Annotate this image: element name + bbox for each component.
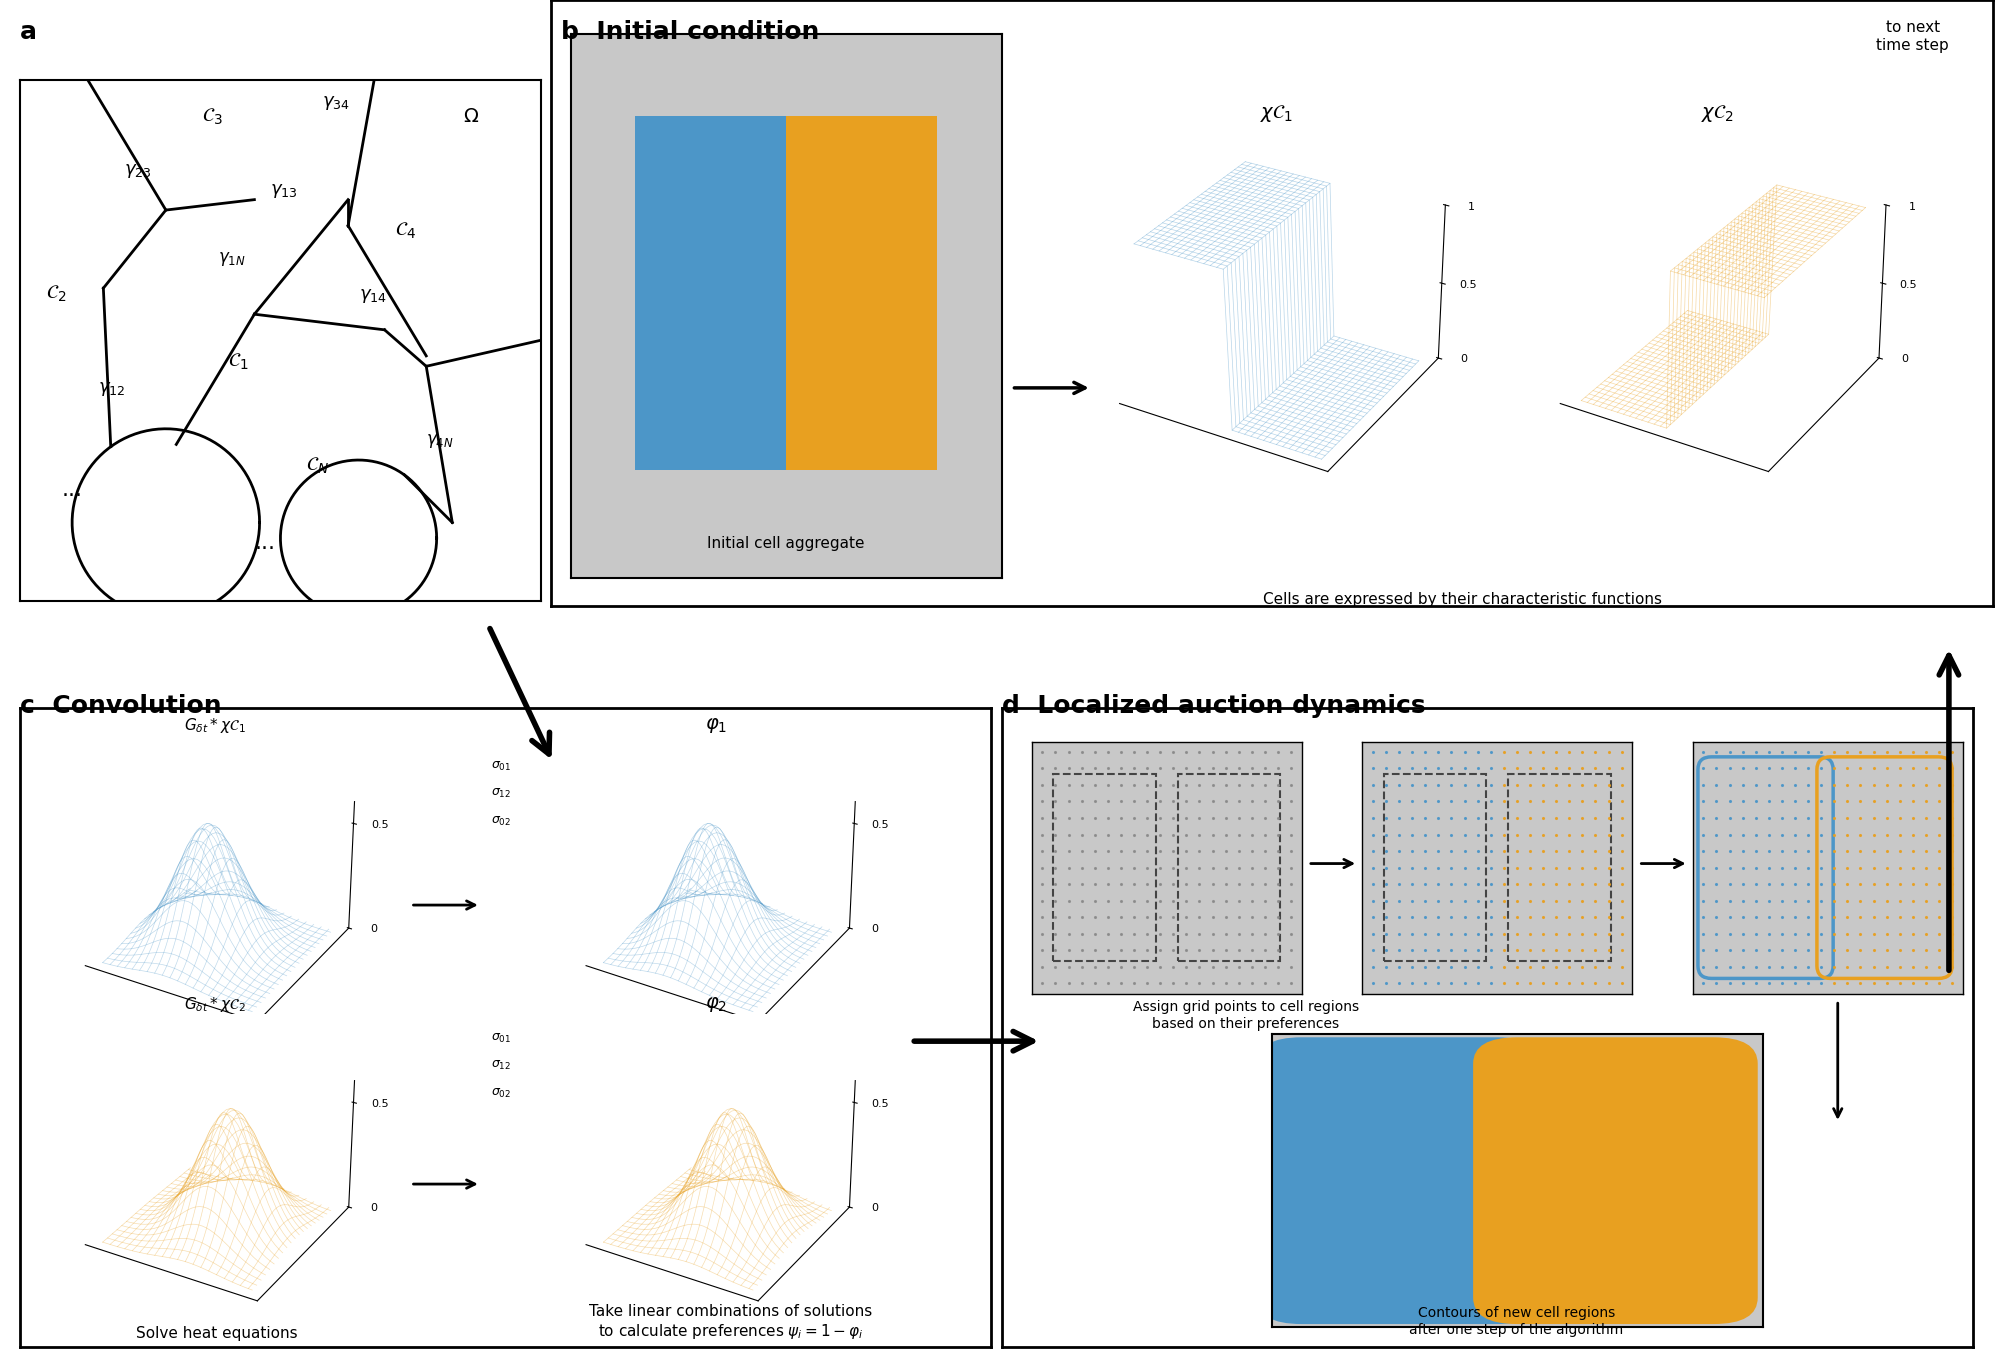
Text: Cells are expressed by their characteristic functions: Cells are expressed by their characteris… bbox=[1262, 592, 1662, 607]
Text: $\mathcal{C}_3$: $\mathcal{C}_3$ bbox=[202, 106, 222, 127]
Text: Assign grid points to cell regions
based on their preferences: Assign grid points to cell regions based… bbox=[1134, 1000, 1358, 1030]
Text: $\sigma_{01}$: $\sigma_{01}$ bbox=[491, 759, 511, 773]
Text: d  Localized auction dynamics: d Localized auction dynamics bbox=[1002, 694, 1424, 719]
Text: c  Convolution: c Convolution bbox=[20, 694, 222, 719]
Title: $\varphi_2$: $\varphi_2$ bbox=[705, 995, 727, 1014]
Text: $\sigma_{02}$: $\sigma_{02}$ bbox=[491, 1086, 511, 1100]
Text: a: a bbox=[20, 20, 36, 45]
Text: $\mathcal{C}_N$: $\mathcal{C}_N$ bbox=[306, 456, 330, 476]
Title: $G_{\delta t} * \chi\mathcal{C}_2$: $G_{\delta t} * \chi\mathcal{C}_2$ bbox=[184, 995, 246, 1014]
Bar bbox=[1054, 774, 1156, 961]
Title: $G_{\delta t} * \chi\mathcal{C}_1$: $G_{\delta t} * \chi\mathcal{C}_1$ bbox=[184, 716, 246, 735]
Text: $\mathcal{C}_1$: $\mathcal{C}_1$ bbox=[228, 351, 248, 372]
Text: Contours of new cell regions
after one step of the algorithm: Contours of new cell regions after one s… bbox=[1410, 1307, 1622, 1337]
Bar bbox=[1178, 774, 1280, 961]
Title: $\varphi_1$: $\varphi_1$ bbox=[705, 716, 727, 735]
Bar bbox=[785, 116, 937, 470]
Text: $\mathcal{C}_2$: $\mathcal{C}_2$ bbox=[46, 283, 66, 304]
Text: $\gamma_{34}$: $\gamma_{34}$ bbox=[322, 94, 351, 112]
Text: ...: ... bbox=[62, 480, 82, 501]
Text: $\gamma_{4N}$: $\gamma_{4N}$ bbox=[427, 433, 455, 450]
Bar bbox=[1508, 774, 1610, 961]
FancyBboxPatch shape bbox=[1472, 1037, 1759, 1324]
Text: Solve heat equations: Solve heat equations bbox=[136, 1326, 296, 1341]
Text: Initial cell aggregate: Initial cell aggregate bbox=[707, 536, 865, 551]
Title: $\chi\mathcal{C}_1$: $\chi\mathcal{C}_1$ bbox=[1260, 103, 1294, 124]
Text: $\sigma_{01}$: $\sigma_{01}$ bbox=[491, 1032, 511, 1045]
Title: $\chi\mathcal{C}_2$: $\chi\mathcal{C}_2$ bbox=[1701, 103, 1735, 124]
Text: $\gamma_{13}$: $\gamma_{13}$ bbox=[270, 182, 298, 200]
Text: $\sigma_{02}$: $\sigma_{02}$ bbox=[491, 814, 511, 827]
Text: to next
time step: to next time step bbox=[1877, 20, 1949, 53]
Bar bbox=[1384, 774, 1486, 961]
Text: $\gamma_{23}$: $\gamma_{23}$ bbox=[124, 162, 152, 180]
Text: b  Initial condition: b Initial condition bbox=[561, 20, 819, 45]
Text: $\sigma_{12}$: $\sigma_{12}$ bbox=[491, 1059, 511, 1072]
Text: $\sigma_{12}$: $\sigma_{12}$ bbox=[491, 787, 511, 800]
Text: $\gamma_{1N}$: $\gamma_{1N}$ bbox=[218, 250, 246, 268]
Text: $\mathcal{C}_4$: $\mathcal{C}_4$ bbox=[395, 220, 417, 241]
Text: ...: ... bbox=[254, 532, 274, 553]
Text: Take linear combinations of solutions
to calculate preferences $\psi_i = 1 - \va: Take linear combinations of solutions to… bbox=[589, 1304, 873, 1341]
Bar bbox=[635, 116, 785, 470]
FancyBboxPatch shape bbox=[1258, 1037, 1542, 1324]
Text: $\gamma_{12}$: $\gamma_{12}$ bbox=[98, 380, 126, 399]
Text: $\gamma_{14}$: $\gamma_{14}$ bbox=[359, 287, 387, 305]
Text: $\Omega$: $\Omega$ bbox=[463, 106, 479, 125]
